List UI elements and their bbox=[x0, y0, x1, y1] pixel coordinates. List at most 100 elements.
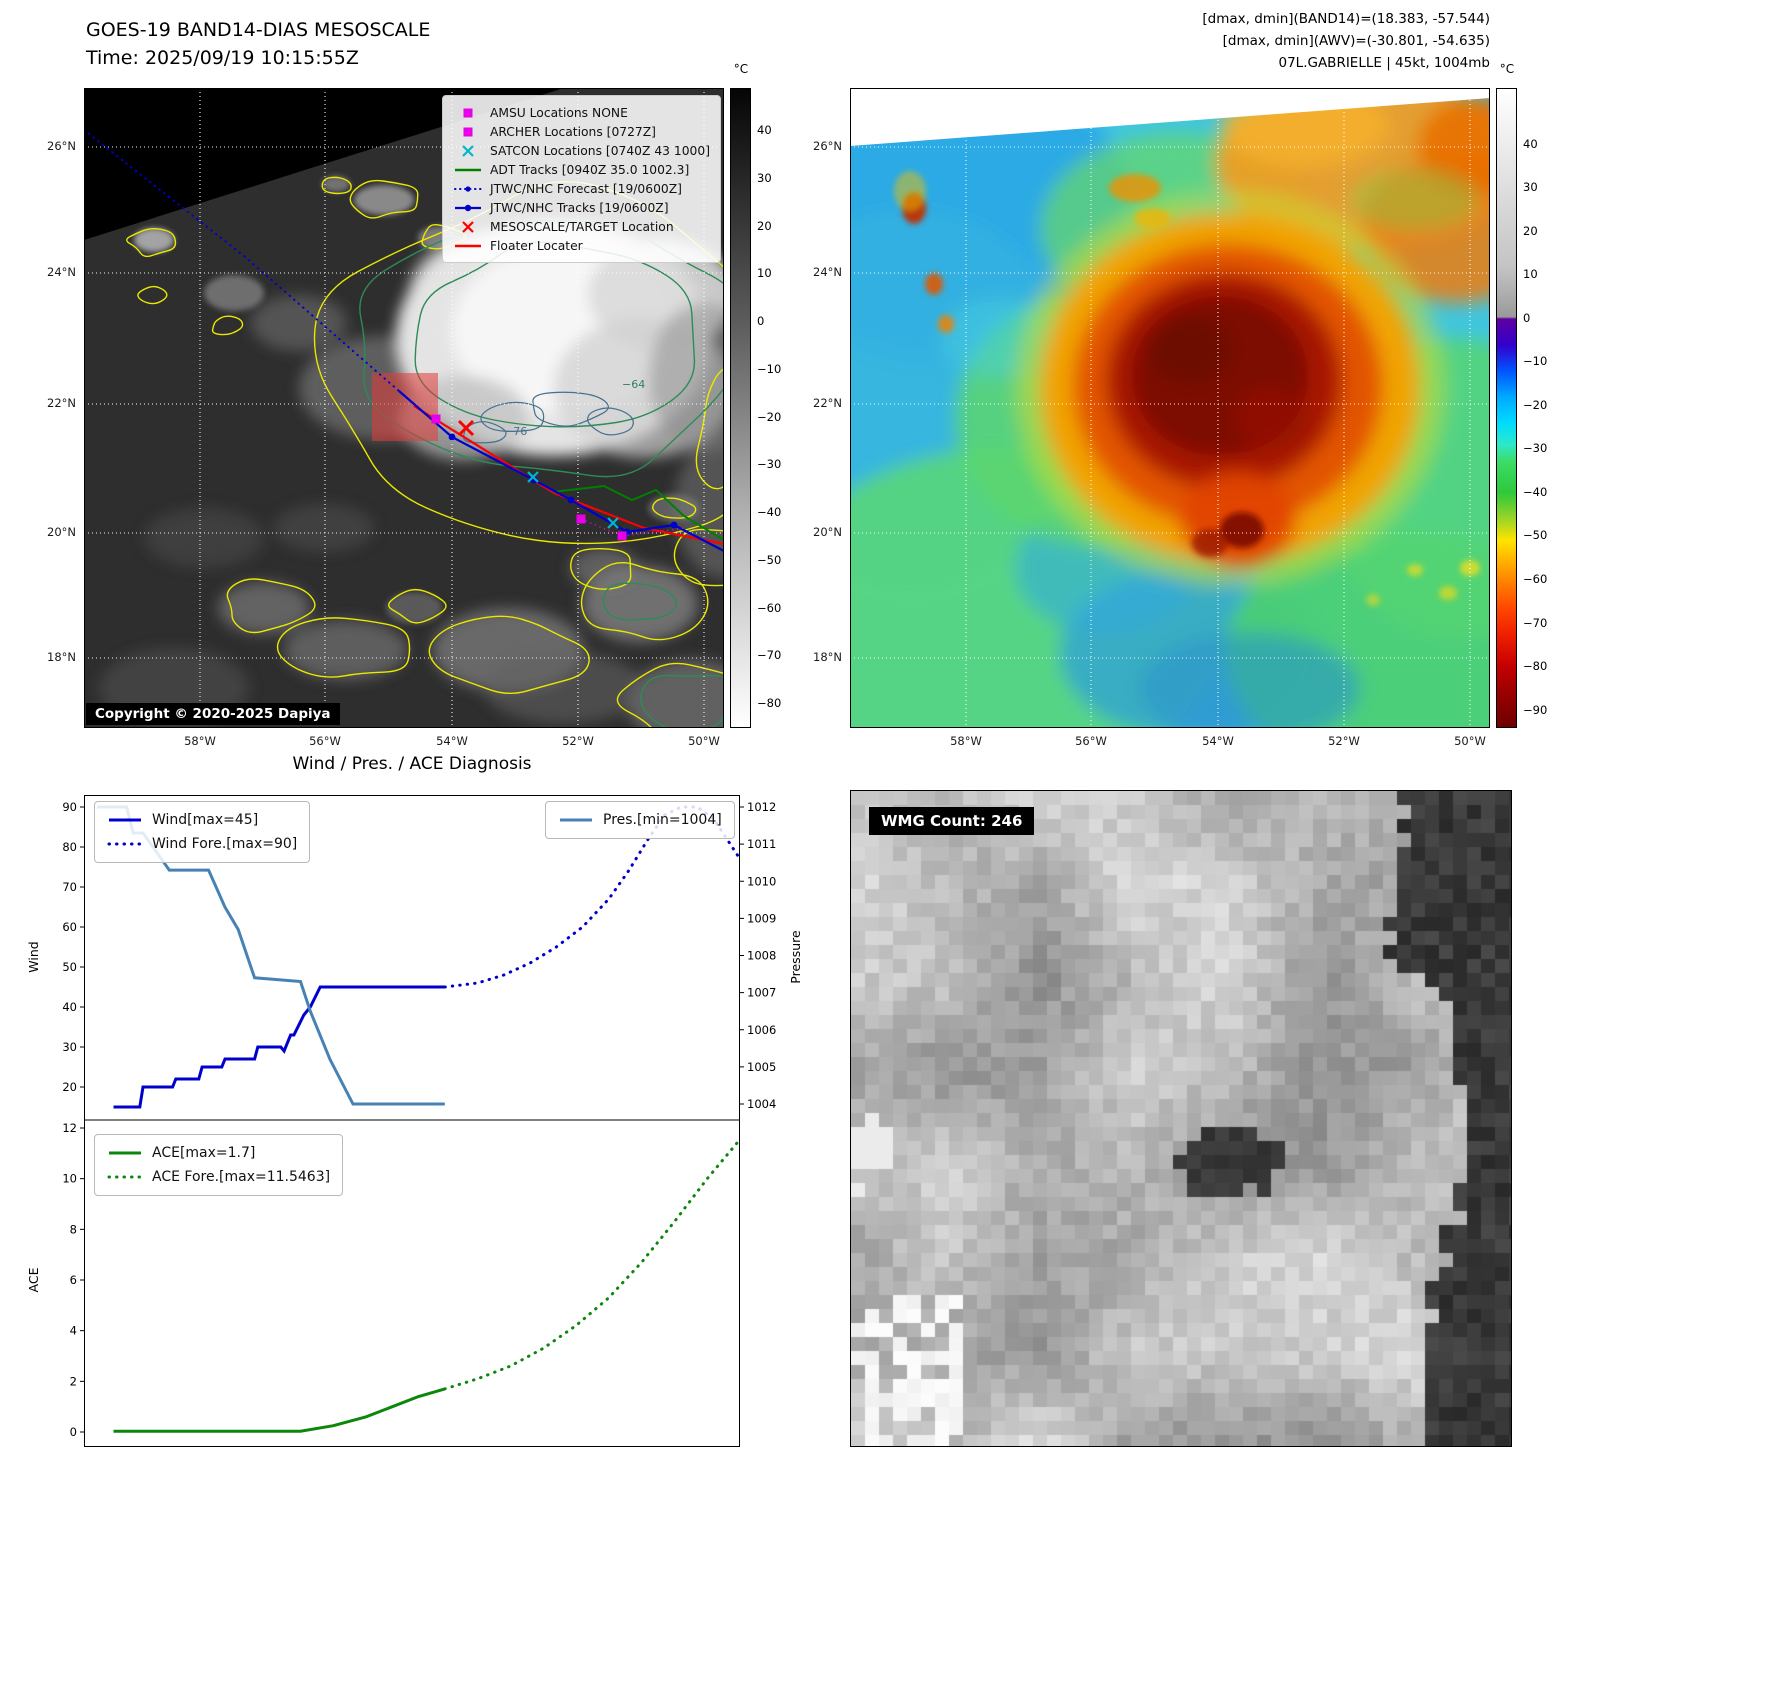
longitude-label: 52°W bbox=[562, 734, 594, 748]
legend-label: SATCON Locations [0740Z 43 1000] bbox=[489, 143, 710, 158]
legend-label: JTWC/NHC Tracks [19/0600Z] bbox=[489, 200, 669, 215]
series-wind-solid bbox=[113, 985, 445, 1109]
awv-colorbar-unit: °C bbox=[1499, 62, 1515, 76]
colorbar-tick-label: −10 bbox=[757, 361, 782, 376]
legend-label: ACE[max=1.7] bbox=[152, 1145, 256, 1161]
line-legend-marker-icon bbox=[107, 842, 143, 846]
axis-tick-label: 0 bbox=[70, 1425, 77, 1439]
mesoscale-target-box bbox=[372, 373, 438, 441]
band14-title-block: GOES-19 BAND14-DIAS MESOSCALE Time: 2025… bbox=[86, 16, 430, 72]
axis-tick-label: 50 bbox=[62, 960, 77, 974]
longitude-label: 58°W bbox=[184, 734, 216, 748]
gabrielle-dmax-awv: [dmax, dmin](AWV)=(-30.801, -54.635) bbox=[1222, 33, 1490, 49]
map-frame bbox=[84, 88, 724, 728]
axis-tick-label: 1012 bbox=[747, 800, 776, 814]
x-legend-marker-icon bbox=[462, 144, 474, 157]
adt-track bbox=[551, 484, 725, 541]
colorbar-tick-label: −40 bbox=[757, 505, 782, 520]
axis-tick-label: 4 bbox=[70, 1324, 77, 1338]
legend-item: ADT Tracks [0940Z 35.0 1002.3] bbox=[453, 160, 710, 179]
x-legend-marker-icon bbox=[462, 220, 474, 233]
line-legend-marker-icon bbox=[109, 1151, 141, 1155]
archer-marker bbox=[617, 531, 627, 541]
longitude-label: 52°W bbox=[1328, 734, 1360, 748]
legend-item: ACE Fore.[max=11.5463] bbox=[107, 1165, 330, 1189]
band14-legend: AMSU Locations NONE ARCHER Locations [072… bbox=[441, 95, 721, 263]
line-legend-marker-icon bbox=[454, 244, 481, 247]
copyright-badge: Copyright © 2020-2025 Dapiya bbox=[86, 703, 340, 725]
latitude-label: 26°N bbox=[813, 139, 842, 153]
axis-tick-label: 1010 bbox=[747, 874, 776, 888]
axis-tick-label: 2 bbox=[70, 1374, 77, 1388]
longitude-label: 50°W bbox=[688, 734, 720, 748]
colorbar-tick-label: −50 bbox=[1523, 528, 1548, 543]
axis-tick-label: 12 bbox=[62, 1121, 77, 1135]
legend-label: Floater Locater bbox=[489, 238, 583, 253]
grid-lines bbox=[850, 88, 1490, 728]
legend-label: MESOSCALE/TARGET Location bbox=[489, 219, 674, 234]
colorbar-tick-label: −60 bbox=[757, 600, 782, 615]
awv-map-panel bbox=[740, 58, 1588, 788]
axis-tick-label: 20 bbox=[62, 1080, 77, 1094]
ace-chart-frame bbox=[84, 1119, 740, 1447]
line-legend-marker-icon bbox=[107, 1175, 143, 1179]
legend-label: ADT Tracks [0940Z 35.0 1002.3] bbox=[489, 162, 690, 177]
legend-item: Wind[max=45] bbox=[107, 808, 297, 832]
pressure-legend: Pres.[min=1004] bbox=[545, 801, 735, 839]
colorbar-tick-label: 30 bbox=[757, 170, 772, 185]
line-legend-marker-icon bbox=[109, 818, 141, 822]
dotted-dot-legend-marker-icon bbox=[453, 185, 482, 192]
axis-tick-label: 1009 bbox=[747, 911, 776, 925]
wind-legend: Wind[max=45] Wind Fore.[max=90] bbox=[94, 801, 311, 863]
band14-colorbar-ticks: 40 30 20 10 0 −10 −20 −30 −40 −50 −60 −70 −80 bbox=[757, 88, 803, 728]
series-ace-dotted bbox=[443, 1137, 742, 1391]
legend-item: ARCHER Locations [0727Z] bbox=[453, 122, 710, 141]
colorbar-tick-label: −10 bbox=[1523, 354, 1548, 369]
colorbar-tick-label: 0 bbox=[757, 314, 765, 329]
axis-tick-label: 60 bbox=[62, 920, 77, 934]
axis-tick-label: 70 bbox=[62, 880, 77, 894]
colorbar-tick-label: −20 bbox=[1523, 397, 1548, 412]
colorbar-tick-label: −90 bbox=[1523, 702, 1548, 717]
latitude-label: 26°N bbox=[47, 139, 76, 153]
jtwc-track-point bbox=[448, 433, 456, 441]
colorbar-tick-label: −80 bbox=[757, 696, 782, 711]
gabrielle-header: [dmax, dmin](BAND14)=(18.383, -57.544) [… bbox=[850, 8, 1490, 74]
longitude-label: 58°W bbox=[950, 734, 982, 748]
legend-label: AMSU Locations NONE bbox=[489, 105, 628, 120]
cloud-texture-small bbox=[134, 176, 700, 624]
line-legend-marker-icon bbox=[454, 168, 481, 171]
legend-item: ACE[max=1.7] bbox=[107, 1141, 330, 1165]
legend-label: Pres.[min=1004] bbox=[603, 812, 722, 828]
legend-label: ACE Fore.[max=11.5463] bbox=[152, 1169, 331, 1185]
awv-satellite-image bbox=[740, 58, 1588, 788]
latitude-label: 24°N bbox=[47, 265, 76, 279]
latitude-label: 18°N bbox=[47, 650, 76, 664]
colorbar-tick-label: −50 bbox=[757, 552, 782, 567]
map-frame bbox=[850, 88, 1490, 728]
line-legend-marker-icon bbox=[560, 818, 592, 822]
colorbar-tick-label: 40 bbox=[757, 122, 772, 137]
wind-axis-label: Wind bbox=[26, 941, 41, 972]
axis-tick-label: 10 bbox=[62, 1172, 77, 1186]
temperature-field bbox=[740, 58, 1588, 788]
wmg-panel: WMG Count: 246 bbox=[850, 790, 1512, 1447]
longitude-label: 54°W bbox=[1202, 734, 1234, 748]
axis-tick-label: 1008 bbox=[747, 949, 776, 963]
axis-tick-label: 40 bbox=[62, 1000, 77, 1014]
axis-tick-label: 8 bbox=[70, 1222, 77, 1236]
contour-label: −76 bbox=[504, 425, 527, 438]
awv-colorbar bbox=[1496, 88, 1517, 728]
contour-label: −64 bbox=[622, 378, 645, 391]
axis-tick-label: 90 bbox=[62, 800, 77, 814]
jtwc-track-point bbox=[670, 521, 678, 529]
latitude-label: 22°N bbox=[47, 396, 76, 410]
colorbar-tick-label: −80 bbox=[1523, 659, 1548, 674]
colorbar-tick-label: −20 bbox=[757, 409, 782, 424]
ace-legend: ACE[max=1.7] ACE Fore.[max=11.5463] bbox=[94, 1134, 344, 1196]
band14-title: GOES-19 BAND14-DIAS MESOSCALE bbox=[86, 19, 431, 41]
series-wind-dotted bbox=[443, 805, 742, 989]
legend-item: Wind Fore.[max=90] bbox=[107, 832, 297, 856]
gabrielle-storm-info: 07L.GABRIELLE | 45kt, 1004mb bbox=[1278, 55, 1491, 71]
axis-tick-label: 1006 bbox=[747, 1023, 776, 1037]
